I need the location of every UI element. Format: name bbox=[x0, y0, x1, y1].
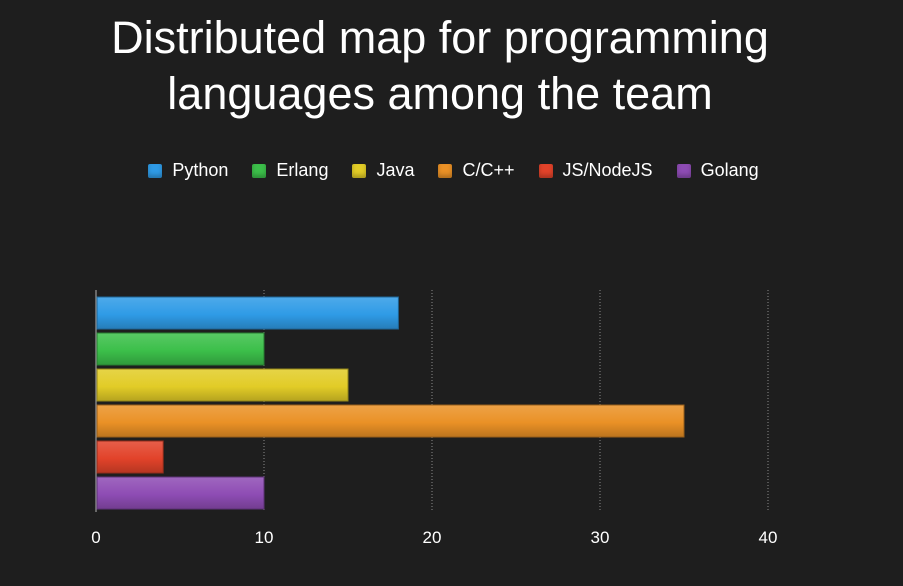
legend-swatch bbox=[676, 163, 691, 178]
x-tick-label: 30 bbox=[591, 528, 610, 547]
bar-java bbox=[96, 368, 349, 402]
legend-item-c-c-: C/C++ bbox=[438, 160, 515, 181]
legend-label: JS/NodeJS bbox=[562, 160, 653, 180]
legend-label: Golang bbox=[700, 160, 759, 180]
chart-title-line-2: languages among the team bbox=[167, 68, 713, 119]
legend-swatch bbox=[148, 163, 163, 178]
legend-label: Erlang bbox=[276, 160, 329, 180]
chart-legend: Python Erlang Java C/C++ JS/NodeJS Golang bbox=[0, 160, 903, 181]
x-tick-label: 20 bbox=[423, 528, 442, 547]
x-tick-label: 40 bbox=[759, 528, 778, 547]
bar-c-c- bbox=[96, 404, 685, 438]
legend-swatch bbox=[352, 163, 367, 178]
legend-item-js-nodejs: JS/NodeJS bbox=[538, 160, 653, 181]
legend-label: Java bbox=[376, 160, 415, 180]
x-tick-label: 10 bbox=[255, 528, 274, 547]
bar-python bbox=[96, 296, 399, 330]
legend-swatch bbox=[252, 163, 267, 178]
x-tick-label: 0 bbox=[91, 528, 100, 547]
chart-title: Distributed map for programming language… bbox=[0, 10, 880, 122]
chart-title-line-1: Distributed map for programming bbox=[111, 12, 769, 63]
legend-swatch bbox=[538, 163, 553, 178]
bar-golang bbox=[96, 476, 265, 510]
legend-item-golang: Golang bbox=[676, 160, 759, 181]
legend-item-erlang: Erlang bbox=[252, 160, 328, 181]
bar-erlang bbox=[96, 332, 265, 366]
legend-label: Python bbox=[172, 160, 229, 180]
legend-item-java: Java bbox=[352, 160, 414, 181]
legend-item-python: Python bbox=[148, 160, 228, 181]
legend-label: C/C++ bbox=[462, 160, 515, 180]
legend-swatch bbox=[438, 163, 453, 178]
bar-js-nodejs bbox=[96, 440, 164, 474]
